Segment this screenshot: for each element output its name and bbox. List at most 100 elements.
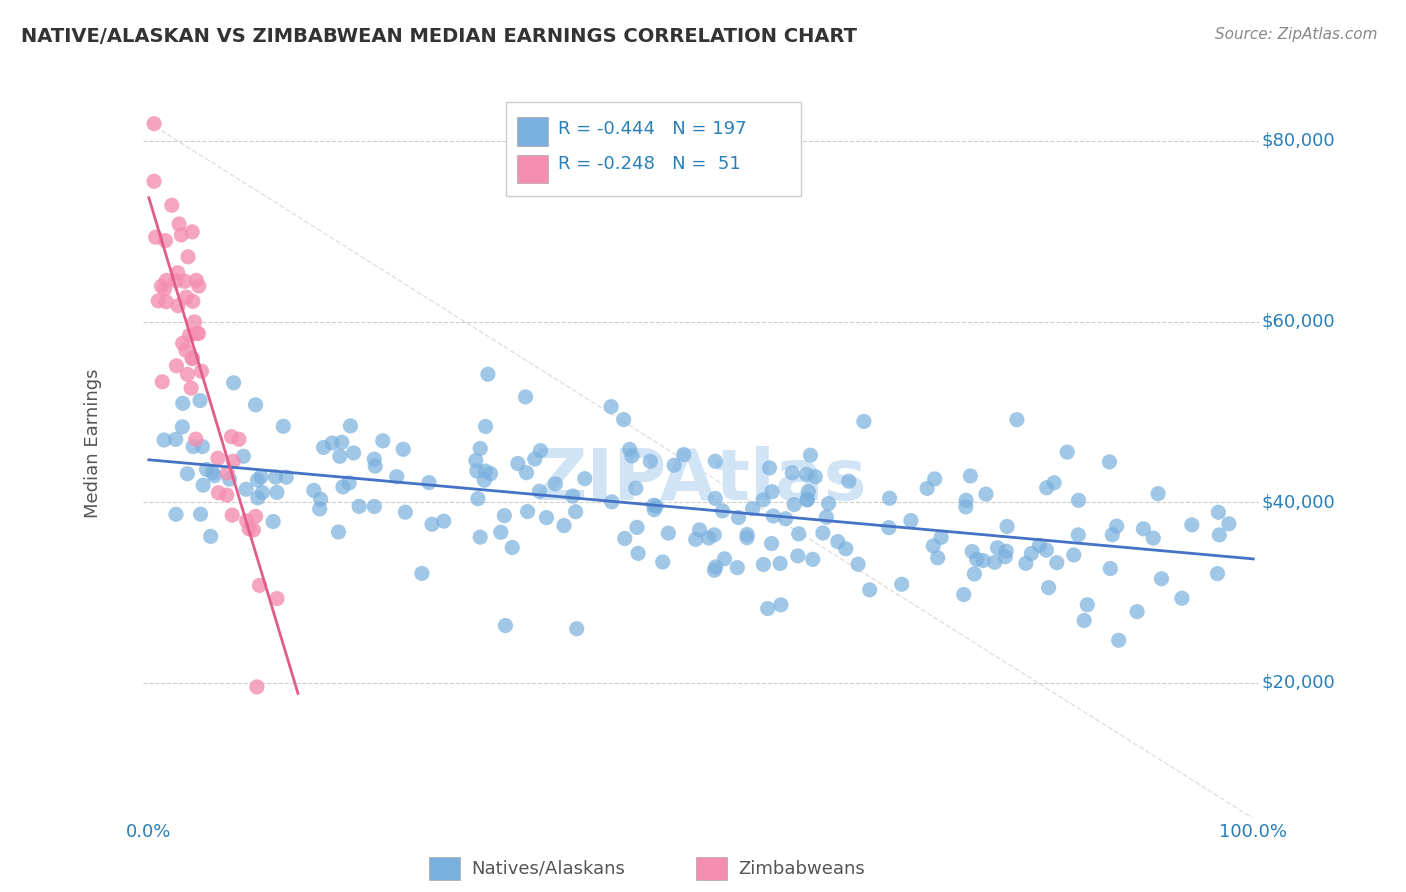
Point (1181, 517, 1204, 532)
Point (204, 468, 226, 483)
Point (165, 433, 187, 447)
Point (264, 470, 287, 484)
Point (955, 500, 977, 514)
Point (804, 469, 827, 483)
Point (915, 482, 938, 496)
Point (827, 534, 849, 549)
Point (1150, 572, 1173, 586)
Point (704, 491, 727, 506)
Point (235, 483, 257, 497)
Point (1028, 538, 1050, 552)
Point (1067, 528, 1090, 542)
Point (222, 376, 245, 390)
Point (155, 294, 177, 309)
Point (186, 326, 208, 341)
Point (1108, 633, 1130, 648)
Point (922, 539, 945, 553)
Point (758, 461, 780, 475)
Point (657, 526, 679, 541)
Point (703, 528, 725, 542)
Point (172, 420, 194, 434)
Point (494, 508, 516, 523)
Point (627, 546, 650, 560)
Point (972, 553, 994, 567)
Point (309, 492, 332, 507)
Text: $20,000: $20,000 (1261, 674, 1334, 692)
Point (470, 530, 492, 544)
Point (191, 440, 214, 454)
Point (783, 498, 806, 512)
Point (165, 508, 187, 522)
Point (797, 484, 820, 499)
Point (741, 501, 763, 516)
Point (363, 452, 385, 467)
Point (200, 529, 222, 543)
Point (1206, 566, 1229, 581)
Point (501, 541, 523, 555)
Point (187, 279, 209, 293)
Point (1073, 614, 1095, 628)
Point (166, 359, 188, 373)
Point (529, 443, 551, 458)
Point (619, 442, 641, 457)
Text: Median Earnings: Median Earnings (84, 368, 103, 518)
Point (337, 475, 360, 490)
Point (974, 487, 997, 501)
Point (995, 519, 1018, 533)
Point (984, 555, 1007, 569)
Point (529, 484, 551, 499)
Point (966, 552, 988, 566)
Point (364, 459, 387, 474)
Text: ZIPAtlas: ZIPAtlas (534, 447, 868, 516)
Point (394, 505, 416, 519)
Point (1076, 598, 1098, 612)
Point (479, 467, 502, 481)
Text: Source: ZipAtlas.com: Source: ZipAtlas.com (1215, 27, 1378, 42)
Point (433, 514, 456, 528)
Point (188, 393, 211, 408)
Point (877, 520, 900, 534)
Point (179, 328, 201, 343)
Point (1208, 505, 1230, 519)
Point (308, 502, 330, 516)
Point (174, 274, 197, 288)
Point (494, 618, 516, 632)
Point (302, 483, 325, 498)
Point (626, 520, 648, 534)
Point (143, 174, 166, 188)
Point (811, 526, 834, 541)
Point (752, 558, 775, 572)
Point (174, 343, 197, 358)
Point (924, 472, 946, 486)
Point (685, 533, 707, 547)
Point (228, 432, 250, 446)
Point (769, 598, 792, 612)
Point (879, 491, 901, 506)
Point (523, 452, 546, 467)
Point (329, 450, 352, 464)
Point (191, 478, 214, 492)
Point (246, 680, 269, 694)
Point (994, 549, 1017, 564)
Point (838, 475, 860, 489)
Point (1038, 581, 1060, 595)
Point (477, 368, 499, 382)
Point (183, 315, 205, 329)
Point (1035, 481, 1057, 495)
Point (1208, 528, 1230, 542)
Point (186, 273, 208, 287)
Point (561, 489, 583, 503)
Point (1056, 445, 1078, 459)
Point (544, 477, 567, 491)
Point (321, 436, 343, 450)
Point (1035, 543, 1057, 558)
Point (890, 577, 912, 591)
Point (688, 523, 710, 537)
Text: $60,000: $60,000 (1261, 312, 1334, 331)
Point (246, 473, 269, 487)
Point (859, 582, 882, 597)
Point (703, 563, 725, 577)
Point (201, 466, 224, 480)
Point (195, 462, 218, 476)
Point (640, 454, 662, 468)
